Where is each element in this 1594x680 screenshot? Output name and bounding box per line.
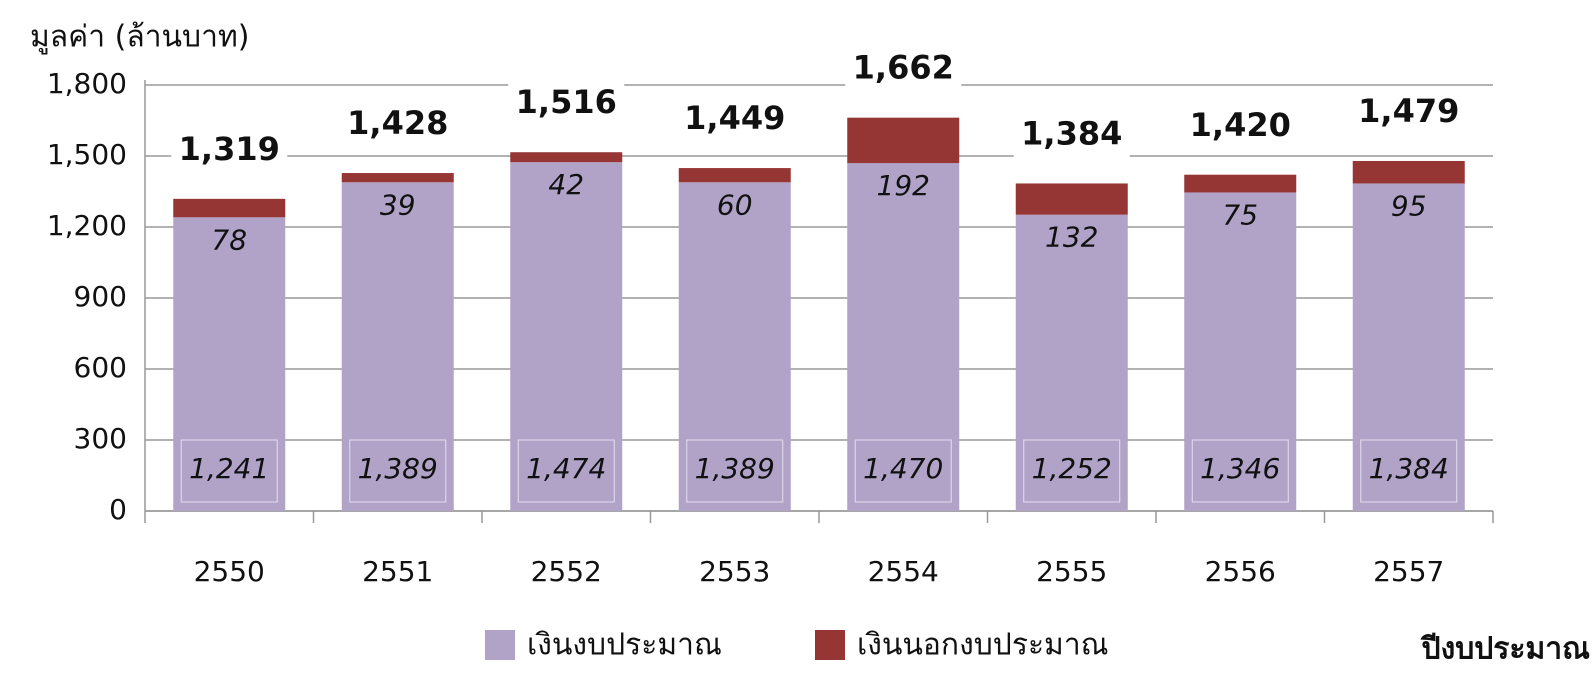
legend-label: เงินนอกงบประมาณ xyxy=(857,628,1109,663)
total-label: 1,384 xyxy=(1021,114,1122,152)
bar-segment xyxy=(1015,214,1128,511)
x-tick-label: 2552 xyxy=(531,555,602,588)
total-label-box xyxy=(339,103,456,148)
total-label-box xyxy=(676,98,793,143)
label-box xyxy=(1360,439,1458,503)
data-label: 1,389 xyxy=(695,452,775,485)
x-tick-label: 2556 xyxy=(1205,555,1276,588)
total-label-box xyxy=(1182,104,1299,149)
x-tick-label: 2554 xyxy=(868,555,939,588)
data-label: 60 xyxy=(717,188,753,221)
data-label: 192 xyxy=(877,169,930,202)
legend-swatch xyxy=(485,630,515,660)
x-tick-label: 2553 xyxy=(699,555,770,588)
data-label: 1,252 xyxy=(1032,452,1112,485)
label-box xyxy=(1023,439,1121,503)
data-label: 1,474 xyxy=(526,452,606,485)
data-label: 78 xyxy=(211,223,247,256)
bar-segment xyxy=(173,198,286,218)
y-tick-label: 1,500 xyxy=(47,138,127,171)
y-tick-label: 900 xyxy=(74,280,127,313)
bar-segment xyxy=(1184,174,1297,193)
bar-segment xyxy=(847,117,960,164)
total-label: 1,516 xyxy=(516,83,617,121)
label-box xyxy=(180,439,278,503)
total-label: 1,420 xyxy=(1190,106,1291,144)
bar-segment xyxy=(173,217,286,511)
y-axis-label: มูลค่า (ล้านบาท) xyxy=(30,20,249,55)
bar-segment xyxy=(678,168,791,183)
label-box xyxy=(1191,439,1289,503)
data-label: 95 xyxy=(1391,189,1427,222)
bar-segment xyxy=(510,152,623,163)
bar-segment xyxy=(847,163,960,511)
bar-segment xyxy=(341,173,454,183)
data-label: 132 xyxy=(1045,221,1098,254)
x-tick-label: 2551 xyxy=(362,555,433,588)
total-label-box xyxy=(1350,90,1467,135)
y-tick-label: 600 xyxy=(74,351,127,384)
total-label-box xyxy=(508,82,625,127)
y-tick-label: 300 xyxy=(74,422,127,455)
bar-segment xyxy=(510,162,623,512)
total-label-box xyxy=(171,128,288,173)
legend-label: เงินงบประมาณ xyxy=(527,628,722,663)
x-tick-label: 2555 xyxy=(1036,555,1107,588)
bar-segment xyxy=(678,182,791,511)
y-tick-label: 1,200 xyxy=(47,209,127,242)
label-box xyxy=(854,439,952,503)
data-label: 42 xyxy=(548,168,584,201)
total-label-box xyxy=(845,47,962,92)
bar-segment xyxy=(1352,160,1465,184)
data-label: 1,384 xyxy=(1369,452,1449,485)
label-box xyxy=(517,439,615,503)
bar-segment xyxy=(1352,183,1465,511)
data-label: 1,470 xyxy=(863,452,943,485)
y-tick-label: 0 xyxy=(109,493,127,526)
data-label: 39 xyxy=(380,188,416,221)
x-axis-label: ปีงบประมาณ xyxy=(1420,632,1591,667)
bar-segment xyxy=(341,182,454,511)
data-label: 75 xyxy=(1222,198,1258,231)
x-tick-label: 2557 xyxy=(1373,555,1444,588)
label-box xyxy=(349,439,447,503)
bar-segment xyxy=(1015,183,1128,215)
label-box xyxy=(686,439,784,503)
bar-segment xyxy=(1184,192,1297,512)
x-tick-label: 2550 xyxy=(194,555,265,588)
legend-swatch xyxy=(815,630,845,660)
total-label: 1,319 xyxy=(179,130,280,168)
total-label: 1,479 xyxy=(1358,92,1459,130)
data-label: 1,241 xyxy=(189,452,269,485)
total-label: 1,428 xyxy=(347,104,448,142)
total-label-box xyxy=(1013,113,1130,158)
total-label: 1,449 xyxy=(684,99,785,137)
data-label: 1,346 xyxy=(1200,452,1280,485)
y-tick-label: 1,800 xyxy=(47,67,127,100)
data-label: 1,389 xyxy=(358,452,438,485)
total-label: 1,662 xyxy=(853,49,954,87)
